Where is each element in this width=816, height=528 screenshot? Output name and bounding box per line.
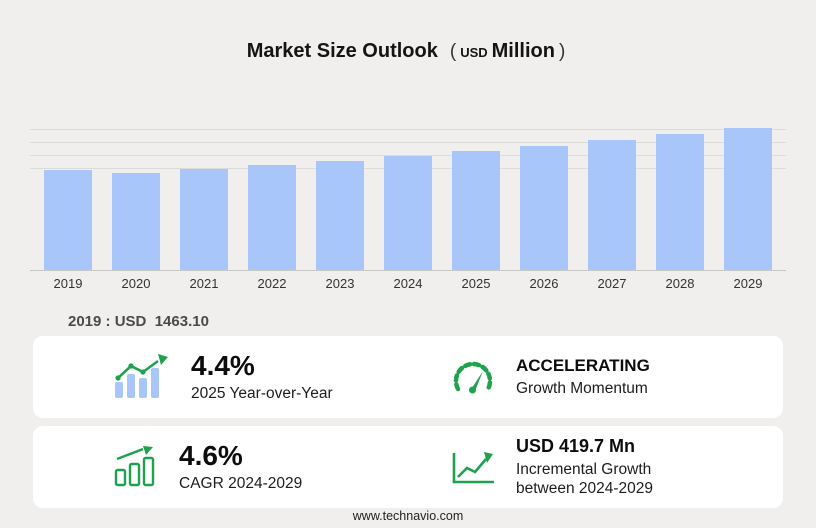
stats-card-bottom: 4.6% CAGR 2024-2029 USD 419.7 Mn Increme… <box>33 426 783 508</box>
paren-close-text: ) <box>558 41 566 62</box>
cagr-label: CAGR 2024-2029 <box>179 474 303 492</box>
momentum-label: Growth Momentum <box>516 379 648 397</box>
bar-2027 <box>588 140 636 270</box>
bar-chart <box>30 120 786 271</box>
x-tick-2021: 2021 <box>189 276 219 291</box>
x-tick-2025: 2025 <box>461 276 491 291</box>
x-axis-labels: 2019 2020 2021 2022 2023 2024 2025 2026 2027 2028… <box>30 276 786 291</box>
x-tick-2027: 2027 <box>597 276 627 291</box>
x-tick-2023: 2023 <box>325 276 355 291</box>
gridline <box>30 129 786 130</box>
momentum-title: ACCELERATING <box>516 355 650 375</box>
bar-2028 <box>656 134 704 270</box>
stat-incremental: USD 419.7 Mn Incremental Growth between … <box>408 436 783 499</box>
unit-currency-text: USD <box>460 45 488 60</box>
bar-2025 <box>452 151 500 270</box>
bar-2026 <box>520 146 568 270</box>
x-tick-2024: 2024 <box>393 276 423 291</box>
bar-2019 <box>44 170 92 270</box>
cagr-value: 4.6% <box>179 440 243 472</box>
stat-cagr: 4.6% CAGR 2024-2029 <box>33 441 408 493</box>
cagr-text-block: 4.6% CAGR 2024-2029 <box>179 441 302 493</box>
x-tick-2028: 2028 <box>665 276 695 291</box>
gridline <box>30 155 786 156</box>
speedometer-icon <box>450 358 496 396</box>
bar-plot <box>30 120 786 270</box>
incremental-label-line1: Incremental Growth <box>516 460 652 478</box>
yoy-text-block: 4.4% 2025 Year-over-Year <box>191 351 333 403</box>
chart-title: Market Size Outlook (USD Million) <box>0 40 816 63</box>
gridline <box>30 142 786 143</box>
bar-2024 <box>384 156 432 270</box>
base-year-value: 2019 : USD 1463.10 <box>68 313 209 330</box>
incremental-value: USD 419.7 Mn <box>516 435 636 456</box>
momentum-text-block: ACCELERATING Growth Momentum <box>516 356 650 398</box>
paren-open-text: ( <box>449 41 457 62</box>
stat-momentum: ACCELERATING Growth Momentum <box>408 356 783 398</box>
unit-scale-text: Million <box>491 40 555 62</box>
growth-bars-icon <box>113 445 159 488</box>
bar-2029 <box>724 127 772 270</box>
bar-chart-trend-icon <box>113 353 171 400</box>
bar-2020 <box>112 172 160 270</box>
footer-url: www.technavio.com <box>352 509 464 523</box>
x-tick-2026: 2026 <box>529 276 559 291</box>
growth-arrow-icon <box>450 448 496 486</box>
yoy-label: 2025 Year-over-Year <box>191 384 333 402</box>
stat-yoy: 4.4% 2025 Year-over-Year <box>33 351 408 403</box>
bar-2022 <box>248 165 296 270</box>
bar-2023 <box>316 160 364 270</box>
bar-2021 <box>180 169 228 270</box>
x-tick-2029: 2029 <box>733 276 763 291</box>
x-tick-2022: 2022 <box>257 276 287 291</box>
incremental-text-block: USD 419.7 Mn Incremental Growth between … <box>516 436 653 499</box>
stats-card-top: 4.4% 2025 Year-over-Year ACCELERATING Gr… <box>33 336 783 418</box>
x-tick-2020: 2020 <box>121 276 151 291</box>
incremental-label-line2: between 2024-2029 <box>516 480 654 497</box>
chart-title-text: Market Size Outlook <box>246 40 438 62</box>
x-tick-2019: 2019 <box>53 276 83 291</box>
yoy-value: 4.4% <box>191 350 255 382</box>
